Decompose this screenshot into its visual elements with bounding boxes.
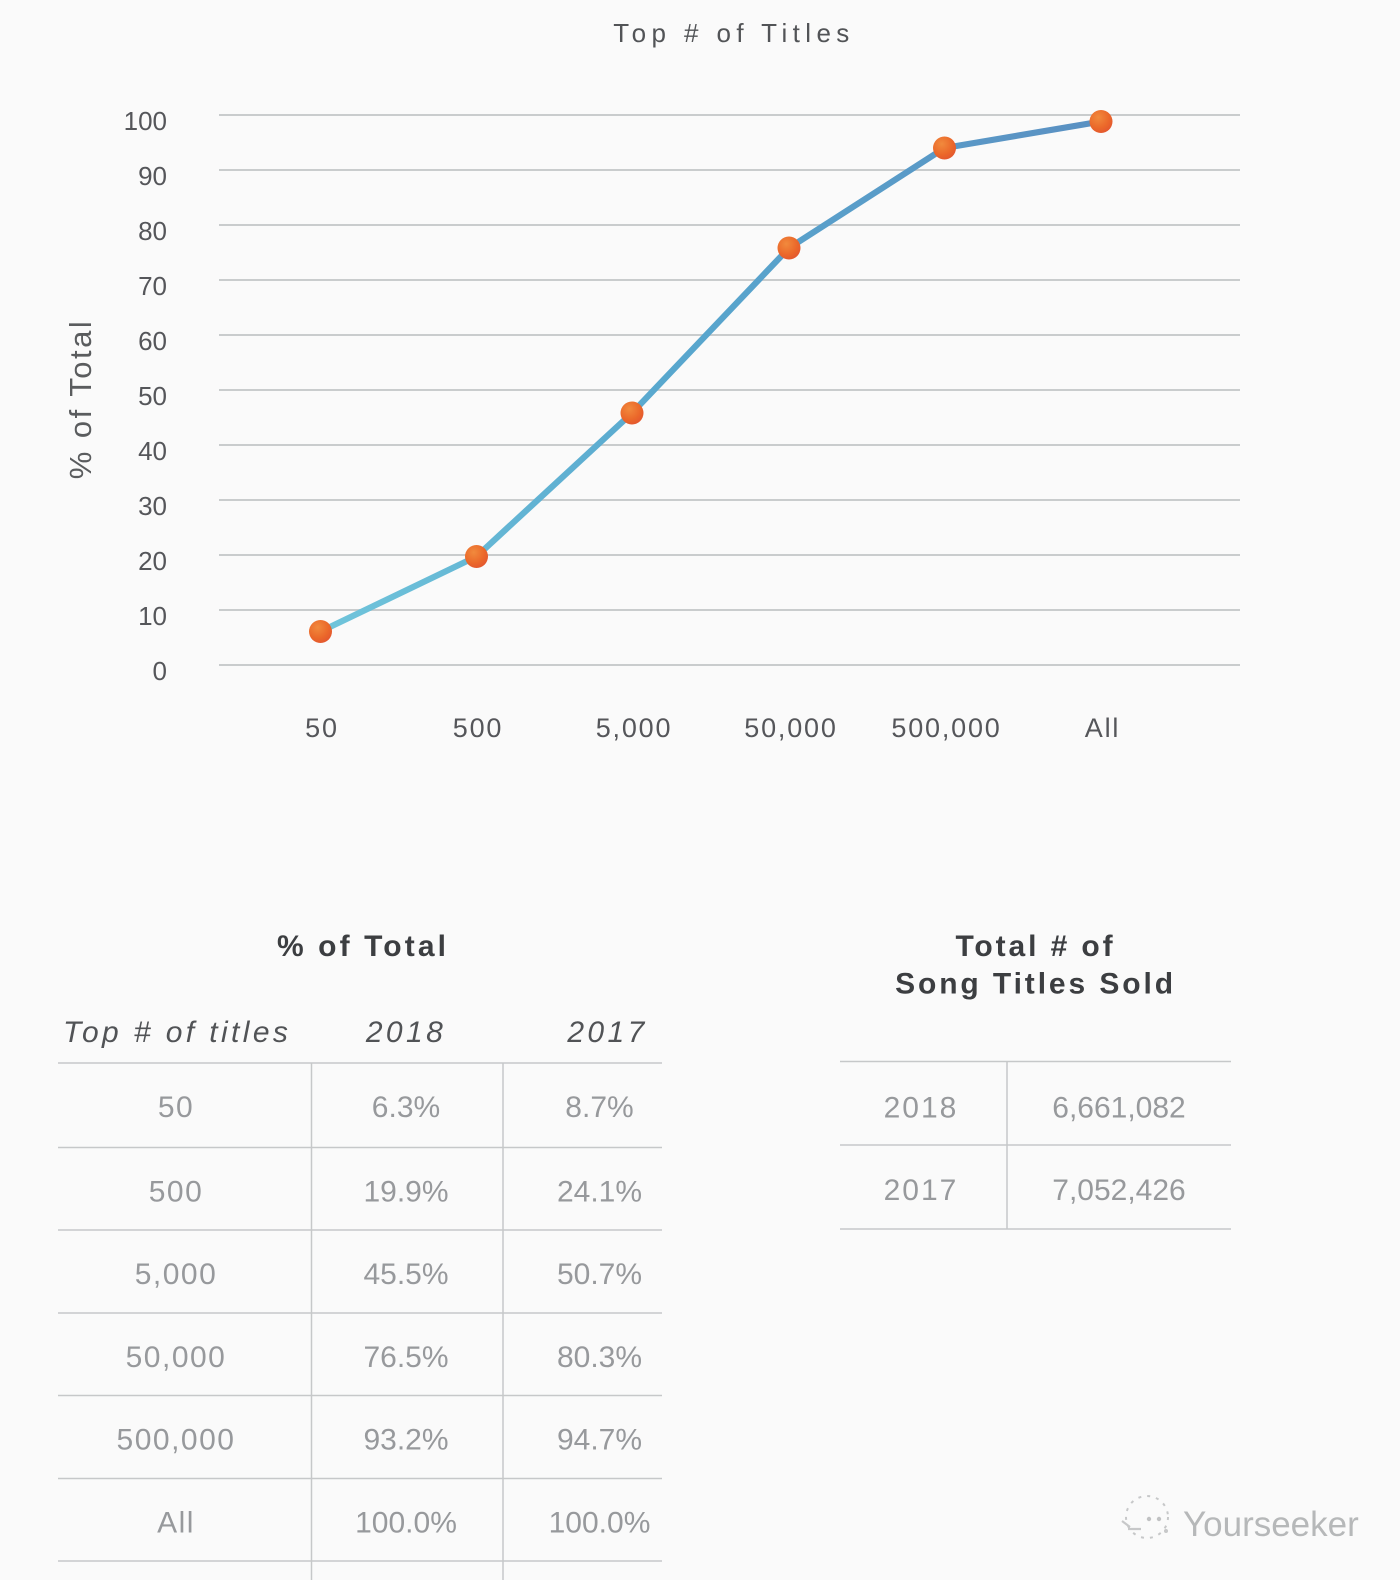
svg-text:19.9%: 19.9% <box>363 1176 448 1209</box>
svg-text:8.7%: 8.7% <box>565 1091 633 1124</box>
svg-text:100.0%: 100.0% <box>549 1507 651 1540</box>
svg-text:80: 80 <box>138 216 167 246</box>
svg-text:Top # of titles: Top # of titles <box>63 1016 291 1049</box>
svg-text:40: 40 <box>138 436 167 466</box>
svg-text:All: All <box>1085 713 1120 743</box>
svg-text:50: 50 <box>305 713 339 743</box>
svg-text:7,052,426: 7,052,426 <box>1052 1174 1185 1207</box>
svg-text:76.5%: 76.5% <box>363 1341 448 1374</box>
svg-text:5,000: 5,000 <box>596 713 673 743</box>
svg-text:50: 50 <box>138 381 167 411</box>
svg-text:93.2%: 93.2% <box>363 1424 448 1457</box>
svg-text:0: 0 <box>153 656 167 686</box>
svg-text:Total # of: Total # of <box>955 930 1115 963</box>
svg-text:Top # of Titles: Top # of Titles <box>613 18 854 48</box>
svg-text:500,000: 500,000 <box>891 713 1001 743</box>
svg-text:500,000: 500,000 <box>117 1424 236 1457</box>
svg-text:2018: 2018 <box>884 1092 959 1125</box>
svg-text:30: 30 <box>138 491 167 521</box>
svg-text:50.7%: 50.7% <box>557 1258 642 1291</box>
svg-text:6.3%: 6.3% <box>372 1091 440 1124</box>
svg-text:60: 60 <box>138 326 167 356</box>
svg-text:80.3%: 80.3% <box>557 1341 642 1374</box>
svg-text:% of Total: % of Total <box>277 930 449 963</box>
svg-text:2018: 2018 <box>365 1016 446 1049</box>
svg-text:20: 20 <box>138 546 167 576</box>
svg-text:Song Titles Sold: Song Titles Sold <box>895 968 1176 1001</box>
svg-text:% of Total: % of Total <box>63 319 98 480</box>
svg-text:70: 70 <box>138 271 167 301</box>
svg-text:100.0%: 100.0% <box>355 1507 457 1540</box>
svg-text:2017: 2017 <box>566 1016 647 1049</box>
svg-text:Yourseeker: Yourseeker <box>1183 1505 1359 1544</box>
svg-text:50,000: 50,000 <box>126 1341 227 1374</box>
svg-text:24.1%: 24.1% <box>557 1176 642 1209</box>
svg-text:2017: 2017 <box>884 1174 959 1207</box>
svg-text:6,661,082: 6,661,082 <box>1052 1092 1185 1125</box>
svg-text:50: 50 <box>158 1091 194 1124</box>
svg-text:94.7%: 94.7% <box>557 1424 642 1457</box>
svg-text:50,000: 50,000 <box>744 713 837 743</box>
svg-text:5,000: 5,000 <box>135 1258 218 1291</box>
svg-text:All: All <box>157 1507 195 1540</box>
svg-text:10: 10 <box>138 601 167 631</box>
svg-text:500: 500 <box>453 713 503 743</box>
svg-text:45.5%: 45.5% <box>363 1258 448 1291</box>
svg-text:500: 500 <box>149 1176 204 1209</box>
svg-text:100: 100 <box>124 106 167 136</box>
svg-text:90: 90 <box>138 161 167 191</box>
